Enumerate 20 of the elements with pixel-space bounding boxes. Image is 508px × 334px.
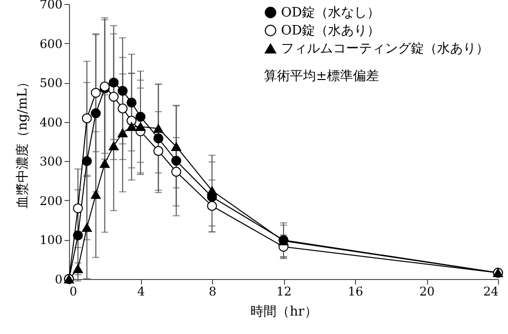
y-tick-label: 0 (54, 272, 62, 286)
x-tick-label: 24 (483, 284, 499, 298)
y-tick-label: 200 (40, 194, 62, 208)
legend-label: フィルムコーティング錠（水あり） (281, 42, 489, 56)
y-axis-title: 血漿中濃度（ng/mL） (14, 75, 31, 209)
y-tick-label: 300 (40, 154, 62, 169)
x-tick-label: 12 (276, 284, 292, 298)
x-tick-label: 8 (208, 284, 216, 298)
y-tick-label: 500 (40, 76, 62, 90)
legend-label: OD錠（水なし） (281, 6, 380, 20)
y-tick-label: 400 (40, 115, 62, 130)
legend-label: OD錠（水あり） (281, 24, 380, 38)
x-axis-title: 時間（hr） (250, 304, 318, 320)
annotation: 算術平均±標準偏差 (264, 69, 379, 84)
x-tick-label: 20 (419, 284, 435, 298)
y-tick-label: 100 (40, 233, 62, 248)
x-tick-label: 4 (137, 284, 146, 298)
y-tick-label: 600 (40, 36, 62, 51)
x-tick-label: 0 (70, 284, 78, 298)
x-tick-label: 16 (348, 284, 364, 298)
